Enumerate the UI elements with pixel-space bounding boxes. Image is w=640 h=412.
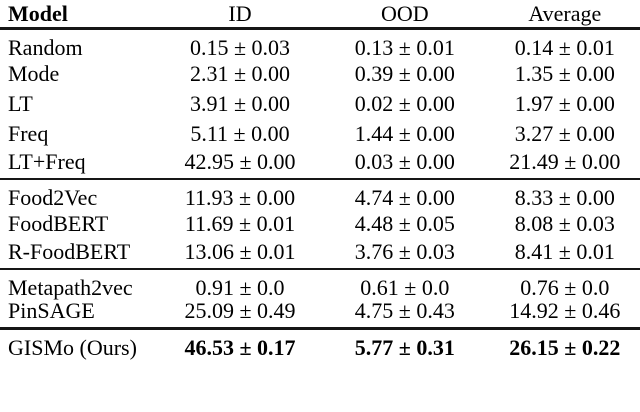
value-cell-id: 42.95 ± 0.00: [184, 148, 296, 174]
value-cell-ood: 0.39 ± 0.00: [354, 61, 455, 87]
model-cell: Random: [8, 34, 83, 60]
table-group-ours-row: GISMo (Ours) 46.53 ± 0.17 5.77 ± 0.31 26…: [0, 328, 640, 364]
value-cell-ood: 5.77 ± 0.31: [354, 335, 455, 361]
value-cell-id: 3.91 ± 0.00: [189, 91, 291, 117]
value-cell-average: 3.27 ± 0.00: [514, 121, 615, 147]
column-header-average: Average: [528, 0, 602, 26]
value-cell-id: 5.11 ± 0.00: [190, 121, 290, 147]
value-cell-average: 21.49 ± 0.00: [509, 148, 621, 174]
value-cell-ood: 4.75 ± 0.43: [354, 298, 455, 324]
results-table: Model ID OOD Average Random 0.15 ± 0.03 …: [0, 0, 640, 364]
model-cell: Mode: [8, 61, 60, 87]
table-row: Random 0.15 ± 0.03 0.13 ± 0.01 0.14 ± 0.…: [0, 28, 640, 59]
value-cell-id: 46.53 ± 0.17: [184, 335, 296, 361]
table-group-food-embedding-rows: Food2Vec 11.93 ± 0.00 4.74 ± 0.00 8.33 ±…: [0, 178, 640, 269]
value-cell-ood: 0.03 ± 0.00: [354, 148, 455, 174]
table-row: Food2Vec 11.93 ± 0.00 4.74 ± 0.00 8.33 ±…: [0, 179, 640, 209]
model-cell: GISMo (Ours): [8, 335, 137, 361]
header-row: Model ID OOD Average: [0, 0, 640, 28]
table-row: Mode 2.31 ± 0.00 0.39 ± 0.00 1.35 ± 0.00: [0, 59, 640, 89]
model-cell: LT+Freq: [8, 148, 86, 174]
value-cell-ood: 0.02 ± 0.00: [354, 91, 455, 117]
model-cell: Food2Vec: [8, 184, 98, 210]
table-row: PinSAGE 25.09 ± 0.49 4.75 ± 0.43 14.92 ±…: [0, 299, 640, 329]
table-group-graph-model-rows: Metapath2vec 0.91 ± 0.0 0.61 ± 0.0 0.76 …: [0, 268, 640, 329]
model-cell: FoodBERT: [8, 211, 109, 237]
model-cell: Freq: [8, 121, 49, 147]
table-row: Freq 5.11 ± 0.00 1.44 ± 0.00 3.27 ± 0.00: [0, 119, 640, 149]
model-cell: R-FoodBERT: [8, 238, 131, 264]
value-cell-ood: 0.61 ± 0.0: [360, 274, 450, 300]
value-cell-average: 14.92 ± 0.46: [509, 298, 621, 324]
table-row: LT 3.91 ± 0.00 0.02 ± 0.00 1.97 ± 0.00: [0, 89, 640, 119]
column-header-id: ID: [228, 0, 252, 26]
value-cell-average: 8.41 ± 0.01: [514, 238, 615, 264]
value-cell-id: 0.15 ± 0.03: [189, 34, 291, 60]
table-row: FoodBERT 11.69 ± 0.01 4.48 ± 0.05 8.08 ±…: [0, 209, 640, 239]
value-cell-ood: 0.13 ± 0.01: [354, 34, 455, 60]
table-row: Metapath2vec 0.91 ± 0.0 0.61 ± 0.0 0.76 …: [0, 269, 640, 299]
value-cell-average: 0.76 ± 0.0: [520, 274, 610, 300]
value-cell-average: 8.33 ± 0.00: [514, 184, 615, 210]
value-cell-id: 2.31 ± 0.00: [189, 61, 291, 87]
model-cell: LT: [8, 91, 33, 117]
value-cell-average: 26.15 ± 0.22: [509, 335, 621, 361]
table-row: GISMo (Ours) 46.53 ± 0.17 5.77 ± 0.31 26…: [0, 329, 640, 364]
value-cell-average: 1.35 ± 0.00: [514, 61, 615, 87]
column-header-model: Model: [8, 0, 68, 26]
value-cell-id: 0.91 ± 0.0: [195, 274, 285, 300]
table-row: LT+Freq 42.95 ± 0.00 0.03 ± 0.00 21.49 ±…: [0, 149, 640, 179]
model-cell: PinSAGE: [8, 298, 95, 324]
value-cell-ood: 4.74 ± 0.00: [354, 184, 455, 210]
value-cell-id: 11.69 ± 0.01: [184, 211, 296, 237]
value-cell-average: 0.14 ± 0.01: [514, 34, 615, 60]
value-cell-average: 8.08 ± 0.03: [514, 211, 615, 237]
value-cell-average: 1.97 ± 0.00: [514, 91, 615, 117]
value-cell-id: 25.09 ± 0.49: [184, 298, 296, 324]
value-cell-id: 11.93 ± 0.00: [184, 184, 296, 210]
value-cell-id: 13.06 ± 0.01: [184, 238, 296, 264]
table-row: R-FoodBERT 13.06 ± 0.01 3.76 ± 0.03 8.41…: [0, 239, 640, 269]
value-cell-ood: 3.76 ± 0.03: [354, 238, 455, 264]
table-header: Model ID OOD Average: [0, 0, 640, 28]
value-cell-ood: 1.44 ± 0.00: [354, 121, 455, 147]
model-cell: Metapath2vec: [8, 274, 133, 300]
value-cell-ood: 4.48 ± 0.05: [354, 211, 455, 237]
column-header-ood: OOD: [380, 0, 429, 26]
table-group-baseline-rows: Random 0.15 ± 0.03 0.13 ± 0.01 0.14 ± 0.…: [0, 28, 640, 179]
